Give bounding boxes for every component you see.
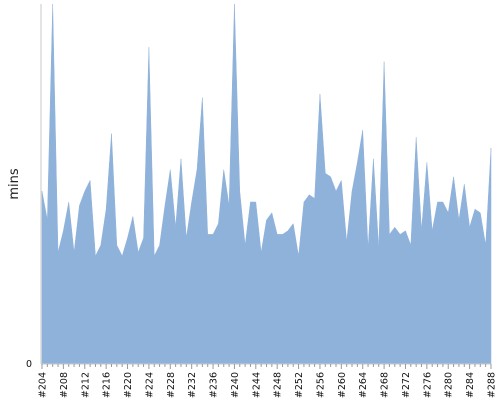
x-tick-label: #248 bbox=[273, 372, 284, 398]
x-tick-label: #280 bbox=[444, 372, 455, 398]
x-tick-label: #224 bbox=[144, 372, 155, 398]
y-axis-label: mins bbox=[7, 168, 22, 200]
x-tick-label: #272 bbox=[401, 372, 412, 398]
area-series bbox=[41, 3, 492, 365]
x-tick-label: #212 bbox=[80, 372, 91, 398]
x-tick-label: #276 bbox=[422, 372, 433, 398]
x-tick-label: #228 bbox=[166, 372, 177, 398]
y-tick-label: 0 bbox=[26, 359, 32, 370]
x-tick-label: #268 bbox=[380, 372, 391, 398]
x-tick-label: #264 bbox=[358, 372, 369, 398]
x-tick-label: #260 bbox=[337, 372, 348, 398]
x-tick-label: #232 bbox=[187, 372, 198, 398]
x-tick-label: #236 bbox=[209, 372, 220, 398]
x-tick-label: #252 bbox=[294, 372, 305, 398]
x-tick-label: #288 bbox=[487, 372, 498, 398]
x-tick-label: #204 bbox=[38, 372, 49, 398]
x-tick-label: #256 bbox=[315, 372, 326, 398]
x-tick-label: #208 bbox=[59, 372, 70, 398]
x-tick-label: #284 bbox=[465, 372, 476, 398]
x-tick-label: #244 bbox=[251, 372, 262, 398]
x-tick-label: #240 bbox=[230, 372, 241, 398]
x-tick-label: #216 bbox=[102, 372, 113, 398]
x-tick-label: #220 bbox=[123, 372, 134, 398]
